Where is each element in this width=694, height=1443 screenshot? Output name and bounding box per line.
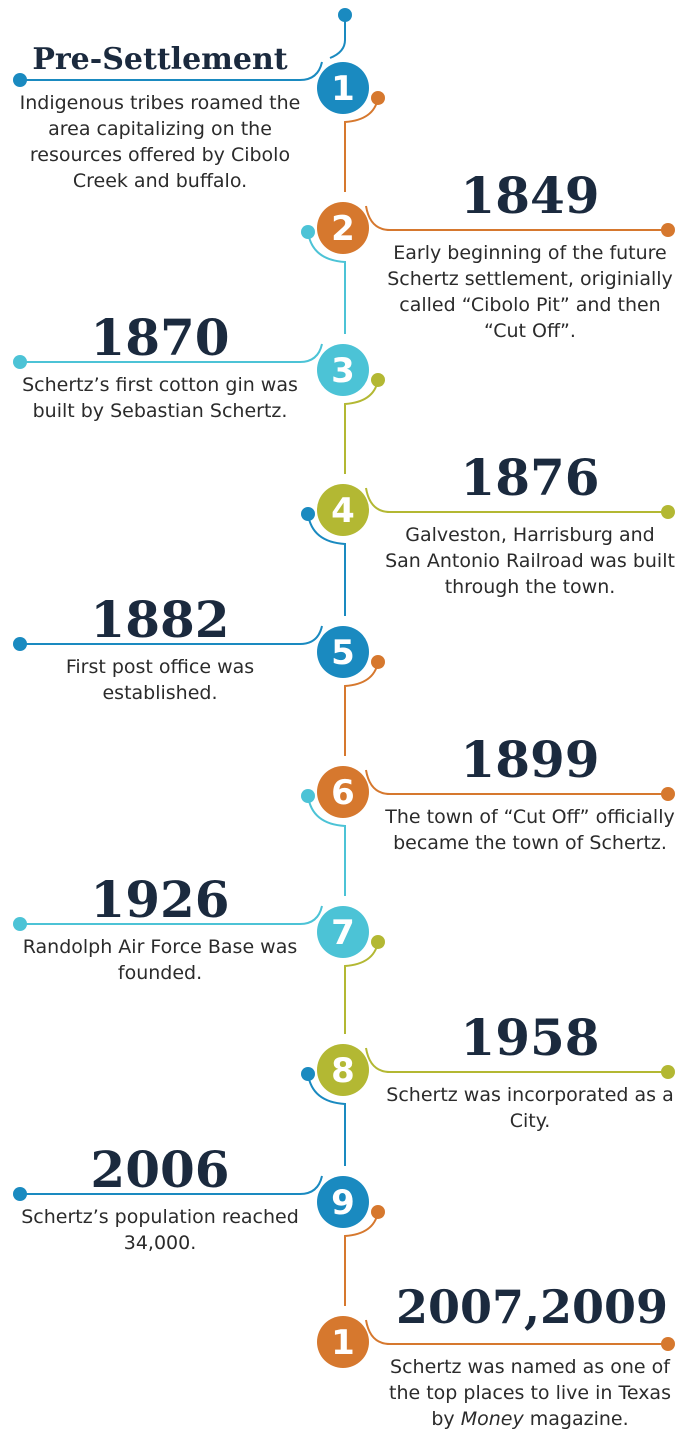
connector-dot [371,91,385,105]
description-text: First post office was established. [65,656,255,704]
description-text: magazine. [523,1408,629,1430]
step-description: Randolph Air Force Base was founded. [10,934,310,986]
step-circle [317,1044,369,1096]
connector-dot [371,1205,385,1219]
step-description: First post office was established. [10,654,310,706]
step-number: 1 [331,1323,355,1363]
step-number: 7 [331,913,355,953]
description-text: Indigenous tribes roamed the area capita… [19,92,301,192]
step-number: 5 [331,633,355,673]
step-description: Indigenous tribes roamed the area capita… [10,90,310,194]
step-circle [317,344,369,396]
step-description: Galveston, Harrisburg and San Antonio Ra… [385,522,675,600]
connector [329,15,346,59]
step-number: 6 [331,773,355,813]
step-description: Schertz’s population reached 34,000. [10,1204,310,1256]
step-circle [317,766,369,818]
step-circle [317,484,369,536]
connector-dot [301,507,315,521]
step-title: 1926 [90,870,230,929]
branch-line [20,625,323,645]
connector-dot [301,1067,315,1081]
step-circle [317,626,369,678]
connector-dot [371,655,385,669]
step-title: 1876 [460,448,600,507]
branch-line [20,343,323,363]
connector-dot [371,373,385,387]
step-title: 1899 [460,730,600,789]
step-title: 1849 [460,166,600,225]
branch-line [20,61,323,81]
step-number: 1 [331,69,355,109]
step-number: 8 [331,1051,355,1091]
step-circle [317,202,369,254]
description-text: Schertz’s first cotton gin was built by … [22,374,298,422]
branch-dot [13,637,27,651]
step-number: 2 [331,209,355,249]
step-circle [317,906,369,958]
branch-dot [661,505,675,519]
step-title: 1870 [90,308,230,367]
description-text: Money [460,1408,524,1430]
step-description: The town of “Cut Off” officially became … [385,804,675,856]
step-title: 2007,2009 [395,1280,669,1334]
step-description: Schertz was incorporated as a City. [385,1082,675,1134]
branch-dot [661,223,675,237]
step-circle [317,1176,369,1228]
step-title: 1882 [90,590,230,649]
branch-line [20,1175,323,1195]
connector-dot [301,789,315,803]
branch-dot [13,355,27,369]
description-text: Randolph Air Force Base was founded. [22,936,298,984]
connector-dot [371,935,385,949]
branch-line [365,1319,668,1345]
branch-line [365,769,668,795]
step-description: Early beginning of the future Schertz se… [385,240,675,344]
description-text: Early beginning of the future Schertz se… [387,242,673,342]
step-title: 1958 [460,1008,600,1067]
connector-dot [301,225,315,239]
step-number: 3 [331,351,355,391]
branch-line [20,905,323,925]
branch-line [365,487,668,513]
branch-dot [661,1065,675,1079]
step-description: Schertz was named as one of the top plac… [385,1354,675,1432]
step-number: 9 [331,1183,355,1223]
step-title: 2006 [90,1140,230,1199]
branch-dot [661,787,675,801]
description-text: Schertz was incorporated as a City. [386,1084,674,1132]
description-text: Schertz’s population reached 34,000. [21,1206,299,1254]
branch-dot [13,73,27,87]
description-text: Galveston, Harrisburg and San Antonio Ra… [385,524,675,598]
step-circle [317,1316,369,1368]
branch-dot [13,1187,27,1201]
branch-line [365,1047,668,1073]
step-description: Schertz’s first cotton gin was built by … [10,372,310,424]
branch-dot [661,1337,675,1351]
branch-line [365,205,668,231]
step-number: 4 [331,491,355,531]
step-circle [317,62,369,114]
description-text: Schertz was named as one of the top plac… [389,1356,671,1430]
description-text: The town of “Cut Off” officially became … [385,806,675,854]
step-title: Pre-Settlement [32,42,288,77]
branch-dot [13,917,27,931]
